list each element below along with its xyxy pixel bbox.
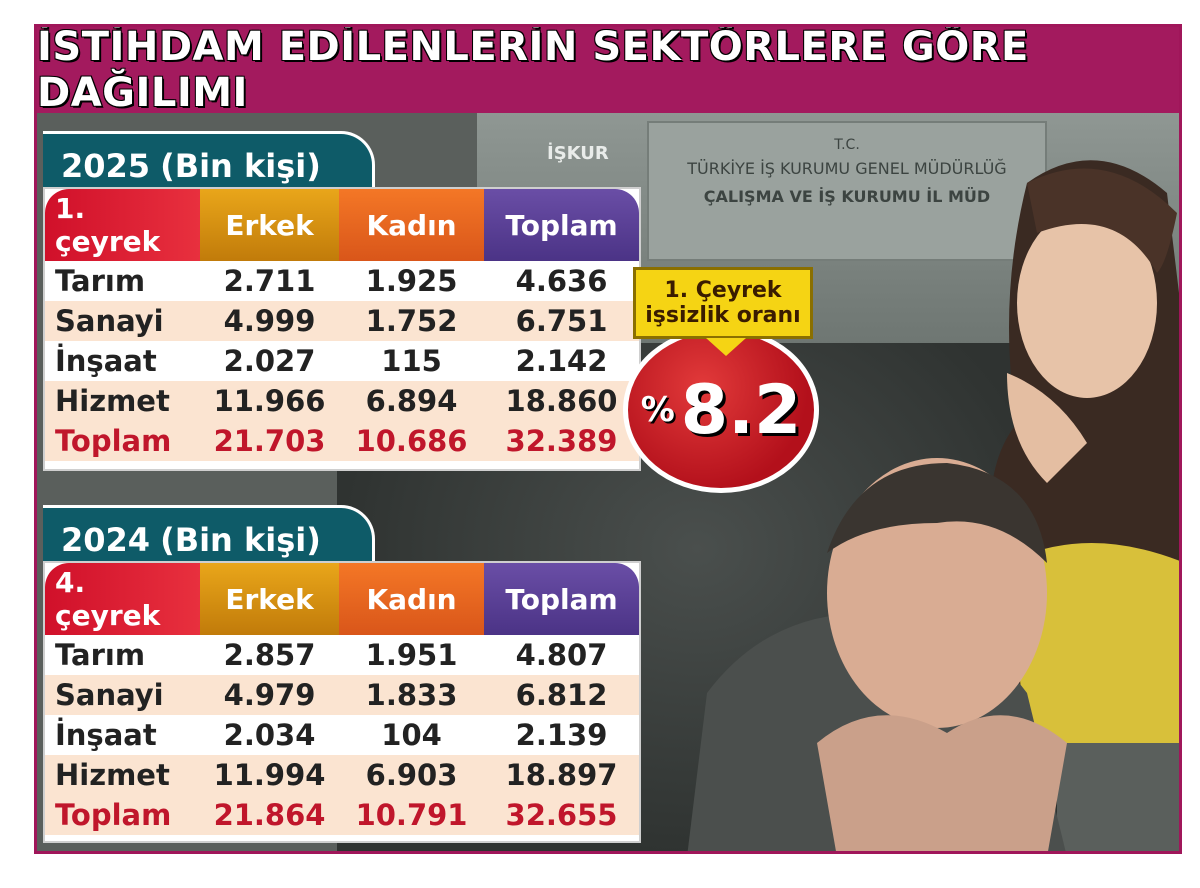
cell-erkek: 2.857 [223,638,316,672]
cell-kadin: 1.833 [365,678,458,712]
column-header-kadin: Kadın [339,189,485,261]
cell-toplam: 18.897 [505,758,618,792]
table-total-row: Toplam 21.703 10.686 32.389 [45,421,639,461]
cell-toplam: 4.636 [515,264,608,298]
badge-label-line2: işsizlik oranı [645,303,801,328]
unemployment-rate-badge: % 8.2 [623,327,819,493]
cell-erkek: 2.711 [223,264,316,298]
row-label: Sanayi [55,678,164,712]
table-row: Hizmet 11.994 6.903 18.897 [45,755,639,795]
cell-erkek: 21.864 [213,798,326,832]
year-pill-2024: 2024 (Bin kişi) [43,505,375,571]
background-scene: İŞKUR T.C. TÜRKİYE İŞ KURUMU GENEL MÜDÜR… [37,113,1179,851]
cell-toplam: 18.860 [505,384,618,418]
unit-label: (Bin kişi) [160,520,321,559]
cell-toplam: 6.751 [515,304,608,338]
iskur-logo: İŞKUR [547,143,609,164]
unemployment-label: 1. Çeyrek işsizlik oranı [633,267,813,356]
table-header: 4. çeyrek Erkek Kadın Toplam [45,563,639,635]
cell-kadin: 10.791 [355,798,468,832]
cell-toplam: 2.142 [515,344,608,378]
cell-kadin: 104 [381,718,442,752]
cell-kadin: 6.903 [365,758,458,792]
table-row: İnşaat 2.034 104 2.139 [45,715,639,755]
column-header-erkek: Erkek [200,563,340,635]
table-row: Sanayi 4.979 1.833 6.812 [45,675,639,715]
table-2025: 1. çeyrek Erkek Kadın Toplam Tarım 2.711… [43,187,641,471]
column-header-toplam: Toplam [484,189,639,261]
cell-erkek: 11.994 [213,758,326,792]
table-row: Tarım 2.711 1.925 4.636 [45,261,639,301]
cell-erkek: 4.979 [223,678,316,712]
year-pill-2025: 2025 (Bin kişi) [43,131,375,197]
cell-erkek: 2.027 [223,344,316,378]
row-label: Hizmet [55,758,170,792]
table-2024: 4. çeyrek Erkek Kadın Toplam Tarım 2.857… [43,561,641,843]
table-header: 1. çeyrek Erkek Kadın Toplam [45,189,639,261]
unit-label: (Bin kişi) [160,146,321,185]
cell-kadin: 1.752 [365,304,458,338]
infographic-frame: İSTİHDAM EDİLENLERİN SEKTÖRLERE GÖRE DAĞ… [34,24,1182,854]
sign-line-3: ÇALIŞMA VE İŞ KURUMU İL MÜD [703,187,991,206]
table-body: Tarım 2.711 1.925 4.636 Sanayi 4.999 1.7… [45,261,639,461]
cell-erkek: 2.034 [223,718,316,752]
cell-kadin: 115 [381,344,442,378]
cell-kadin: 1.951 [365,638,458,672]
cell-kadin: 10.686 [355,424,468,458]
cell-toplam: 32.389 [505,424,618,458]
cell-toplam: 2.139 [515,718,608,752]
row-label: Tarım [55,264,146,298]
table-row: Hizmet 11.966 6.894 18.860 [45,381,639,421]
badge-label-line1: 1. Çeyrek [664,277,782,303]
row-label: Sanayi [55,304,164,338]
man-illustration [687,458,1067,851]
cell-kadin: 1.925 [365,264,458,298]
sign-line-2: TÜRKİYE İŞ KURUMU GENEL MÜDÜRLÜĞ [687,159,1007,178]
cell-toplam: 6.812 [515,678,608,712]
year-label: 2025 [61,146,151,185]
sign-line-1: T.C. [834,137,860,153]
column-header-period: 1. çeyrek [45,189,200,261]
row-label: İnşaat [55,344,157,378]
page-title: İSTİHDAM EDİLENLERİN SEKTÖRLERE GÖRE DAĞ… [37,24,1029,116]
cell-erkek: 21.703 [213,424,326,458]
table-total-row: Toplam 21.864 10.791 32.655 [45,795,639,835]
table-row: İnşaat 2.027 115 2.142 [45,341,639,381]
cell-kadin: 6.894 [365,384,458,418]
table-row: Tarım 2.857 1.951 4.807 [45,635,639,675]
column-header-toplam: Toplam [484,563,639,635]
table-row: Sanayi 4.999 1.752 6.751 [45,301,639,341]
row-label: Tarım [55,638,146,672]
year-label: 2024 [61,520,151,559]
row-label: Hizmet [55,384,170,418]
unemployment-rate-value: 8.2 [680,370,802,450]
cell-toplam: 4.807 [515,638,608,672]
column-header-erkek: Erkek [200,189,340,261]
cell-erkek: 4.999 [223,304,316,338]
table-body: Tarım 2.857 1.951 4.807 Sanayi 4.979 1.8… [45,635,639,835]
column-header-kadin: Kadın [339,563,485,635]
cell-erkek: 11.966 [213,384,326,418]
percent-symbol: % [640,390,675,430]
cell-toplam: 32.655 [505,798,618,832]
row-label: İnşaat [55,718,157,752]
row-label: Toplam [55,424,172,458]
column-header-period: 4. çeyrek [45,563,200,635]
row-label: Toplam [55,798,172,832]
title-bar: İSTİHDAM EDİLENLERİN SEKTÖRLERE GÖRE DAĞ… [37,24,1179,116]
building-sign: T.C. TÜRKİYE İŞ KURUMU GENEL MÜDÜRLÜĞ ÇA… [647,121,1047,261]
